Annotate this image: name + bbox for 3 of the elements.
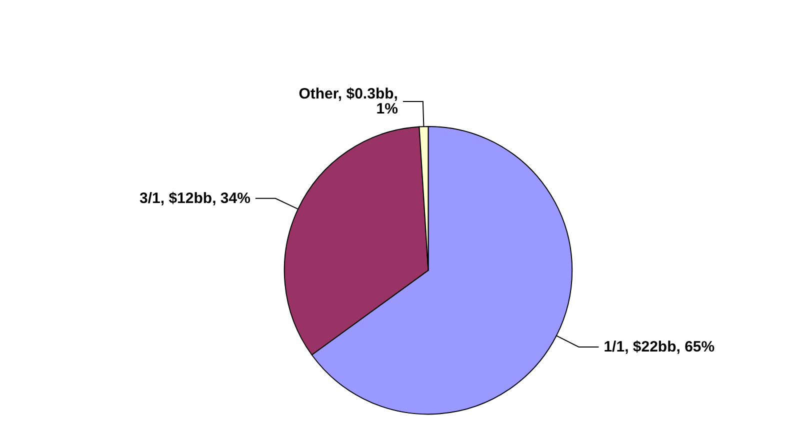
slice-label: 1/1, $22bb, 65% [604,338,715,356]
slice-label: 3/1, $12bb, 34% [140,190,250,207]
slice-label: Other, $0.3bb, 1% [298,86,398,118]
